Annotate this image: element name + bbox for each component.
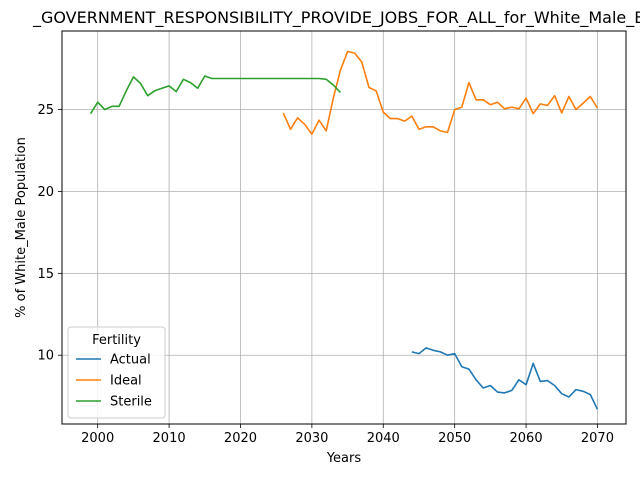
y-tick-label: 25 [37, 103, 54, 118]
x-tick-label: 2010 [153, 431, 186, 446]
legend-label-actual: Actual [110, 353, 151, 368]
y-axis-label: % of White_Male Population [14, 137, 29, 318]
grid [62, 31, 626, 424]
series-line-actual [411, 347, 599, 410]
legend-box [67, 326, 166, 419]
series-line-sterile [89, 75, 341, 115]
legend-title: Fertility [92, 333, 141, 348]
series-lines [89, 50, 599, 410]
y-tick-label: 15 [37, 267, 54, 282]
plot-frame [61, 30, 627, 425]
x-tick-label: 2040 [367, 431, 400, 446]
legend-label-ideal: Ideal [110, 374, 142, 389]
x-axis-label: Years [326, 451, 362, 466]
x-tick-label: 2030 [295, 431, 328, 446]
legend: Fertility Actual Ideal Sterile [67, 326, 166, 419]
x-tick-label: 2060 [510, 431, 543, 446]
legend-items: Actual Ideal Sterile [76, 353, 152, 410]
y-axis: 10 15 20 25 [37, 103, 62, 364]
x-tick-label: 2070 [581, 431, 614, 446]
y-tick-label: 10 [37, 349, 54, 364]
y-tick-label: 20 [37, 185, 54, 200]
chart-title: _GOVERNMENT_RESPONSIBILITY_PROVIDE_JOBS_… [32, 8, 640, 28]
x-axis: 2000 2010 2020 2030 2040 2050 2060 2070 [81, 424, 614, 446]
x-tick-label: 2020 [224, 431, 257, 446]
x-tick-label: 2050 [438, 431, 471, 446]
legend-label-sterile: Sterile [110, 395, 152, 410]
series-line-ideal [282, 50, 599, 135]
x-tick-label: 2000 [81, 431, 114, 446]
